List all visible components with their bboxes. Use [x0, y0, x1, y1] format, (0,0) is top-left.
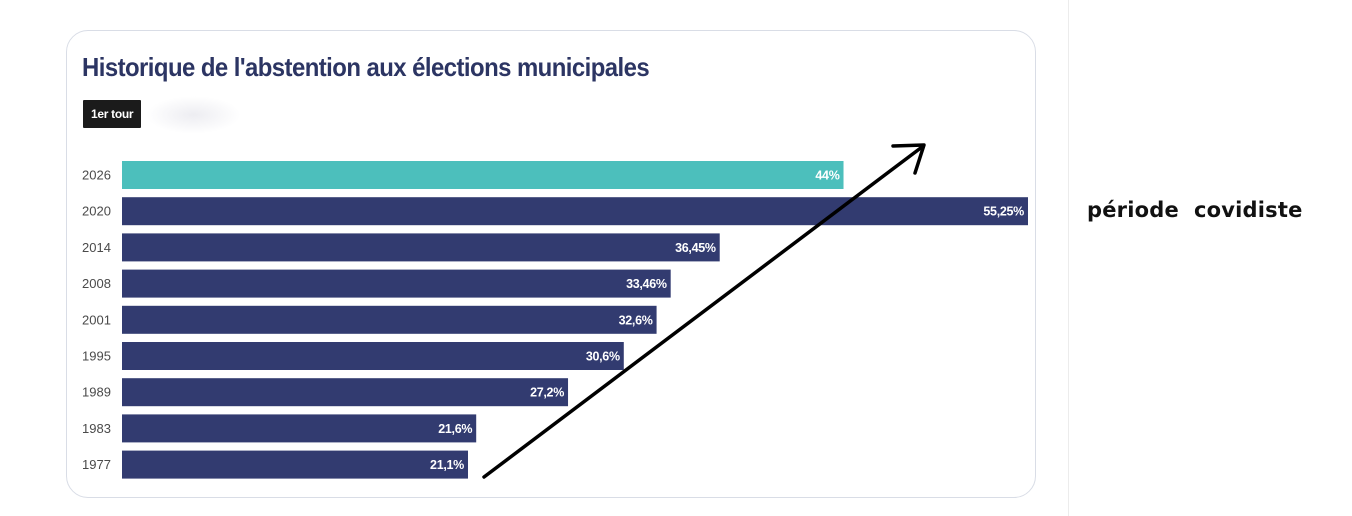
- value-label-2008: 33,46%: [626, 277, 667, 291]
- year-label-2020: 2020: [82, 204, 111, 219]
- bar-2014: [122, 233, 720, 262]
- trend-arrow: [482, 143, 926, 479]
- bar-1995: [122, 342, 624, 370]
- bar-2001: [122, 305, 657, 334]
- side-note: période covidiste: [1087, 198, 1303, 222]
- year-label-1983: 1983: [82, 421, 111, 436]
- bar-1983: [122, 414, 477, 443]
- round-tab[interactable]: 1er tour: [83, 100, 142, 128]
- value-label-2014: 36,45%: [675, 241, 716, 255]
- year-label-2014: 2014: [82, 240, 111, 255]
- value-label-1989: 27,2%: [530, 386, 564, 400]
- chart-title: Historique de l'abstention aux élections…: [82, 52, 650, 82]
- value-label-2026: 44%: [815, 169, 839, 183]
- year-label-2008: 2008: [82, 276, 111, 291]
- year-label-1977: 1977: [82, 457, 111, 472]
- value-label-1977: 21,1%: [430, 458, 464, 472]
- year-label-1989: 1989: [82, 385, 111, 400]
- year-label-2026: 2026: [82, 168, 111, 183]
- trend-arrow-shaft: [482, 145, 924, 479]
- trend-arrow-head: [891, 143, 926, 175]
- side-panel: [1068, 0, 1352, 516]
- bar-1977: [122, 450, 469, 479]
- bar-2008: [122, 269, 671, 298]
- year-label-1995: 1995: [82, 349, 111, 364]
- tab-shadow: [146, 96, 241, 134]
- bars-layer: 2026 44% 2020 55,25% 2014 36,45% 2008 33,46% 200…: [82, 161, 1028, 479]
- bar-1989: [122, 378, 569, 407]
- value-label-1983: 21,6%: [438, 422, 472, 436]
- year-label-2001: 2001: [82, 312, 111, 327]
- value-label-1995: 30,6%: [586, 350, 620, 364]
- bar-2020: [122, 197, 1028, 226]
- value-label-2020: 55,25%: [983, 205, 1024, 219]
- value-label-2001: 32,6%: [619, 313, 653, 327]
- bar-2026: [122, 161, 844, 189]
